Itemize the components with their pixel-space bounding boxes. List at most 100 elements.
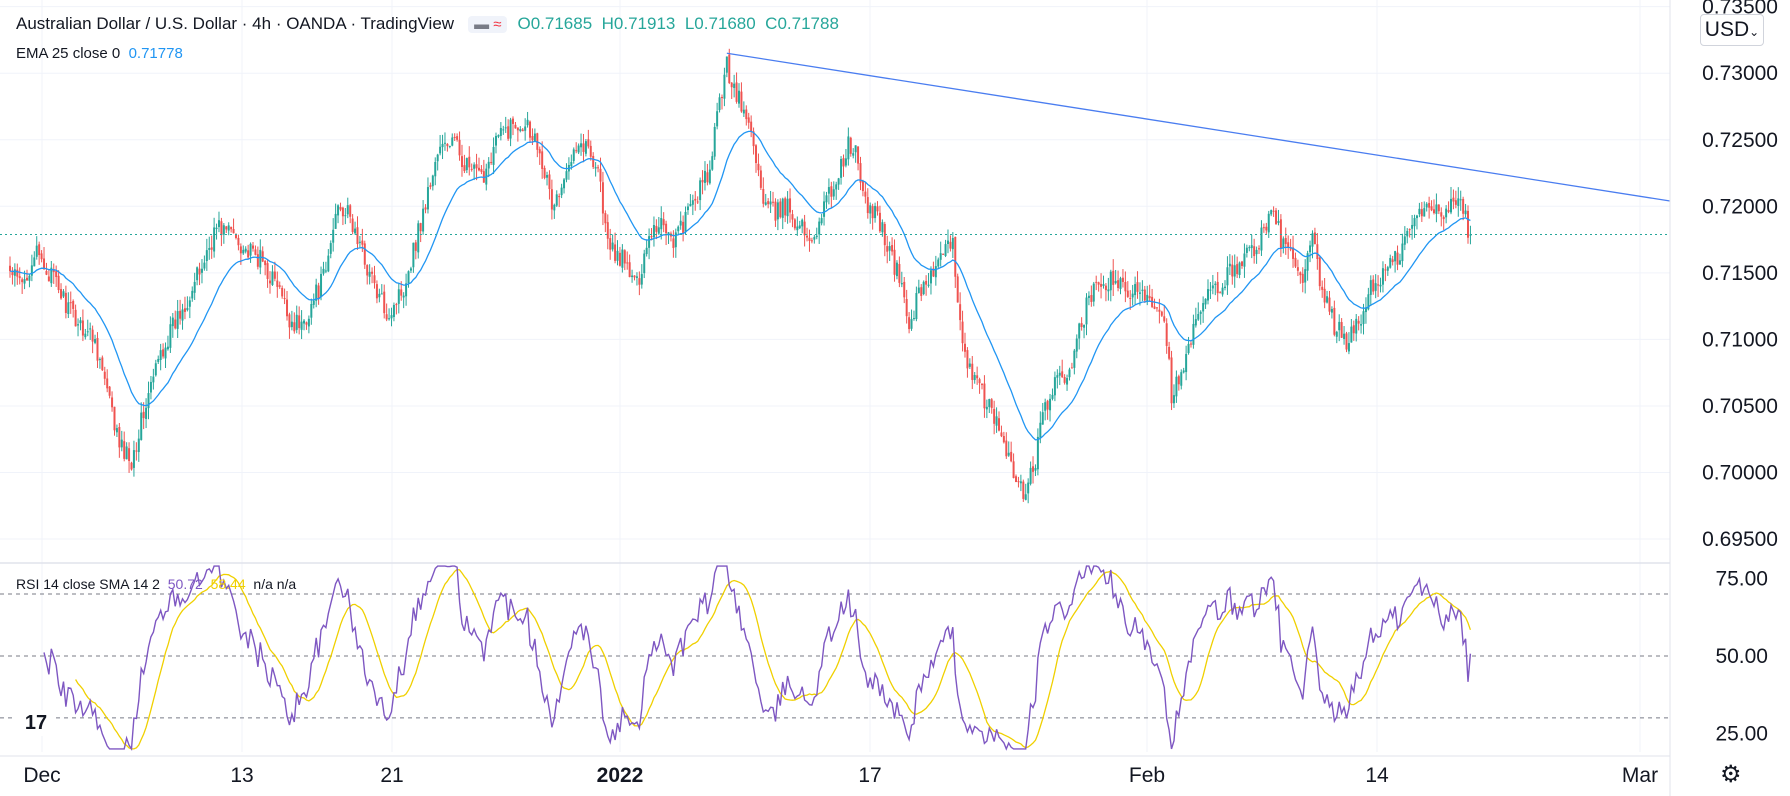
candle-body — [441, 143, 444, 148]
price-axis[interactable]: 0.73500 0.73000 0.72500 0.72000 0.71500 0.710… — [1702, 0, 1778, 551]
candle-body — [1430, 206, 1433, 211]
open-value: O0.71685 — [517, 14, 593, 33]
candle-body — [665, 223, 668, 234]
candle-body — [341, 207, 344, 217]
candle-body — [1163, 316, 1166, 322]
candle-body — [1377, 284, 1380, 286]
candle-body — [1046, 400, 1049, 410]
candle-body — [1206, 289, 1209, 301]
candle-body — [696, 201, 699, 203]
rsi-legend[interactable]: RSI 14 close SMA 14 2 50.72 58.44 n/a n/… — [16, 576, 296, 592]
candle-body — [1469, 234, 1472, 236]
candle-body — [264, 260, 267, 266]
candle-body — [1357, 320, 1360, 324]
candle-body — [713, 126, 716, 157]
rsi-tick-label: 25.00 — [1715, 722, 1768, 745]
candle-body — [1095, 281, 1098, 283]
candle-body — [1180, 372, 1183, 386]
candle-body — [582, 143, 585, 152]
candle-body — [599, 168, 602, 182]
candle-body — [521, 129, 524, 132]
candle-body — [1114, 280, 1117, 284]
candle-body — [436, 154, 439, 162]
trend-line[interactable] — [726, 52, 1671, 202]
candle-body — [468, 156, 471, 168]
candle-body — [1389, 258, 1392, 268]
wave-icon[interactable]: ≈ — [493, 16, 502, 34]
rsi-axis[interactable]: 75.00 50.00 25.00 — [1715, 567, 1768, 745]
candle-body — [946, 240, 949, 244]
legend-chip[interactable]: ▬ ≈ — [468, 16, 508, 34]
candle-body — [553, 204, 556, 211]
candle-body — [283, 298, 286, 300]
candle-body — [912, 318, 915, 320]
candle-body — [820, 218, 823, 224]
candle-body — [1136, 282, 1139, 292]
candle-body — [968, 363, 971, 367]
tradingview-logo[interactable]: 17 — [16, 710, 56, 736]
candle-body — [1301, 273, 1304, 283]
candle-body — [354, 228, 357, 234]
candle-body — [563, 179, 566, 189]
candle-body — [1029, 467, 1032, 484]
currency-button[interactable]: USD⌄ — [1700, 14, 1764, 46]
time-tick-label: Feb — [1129, 764, 1165, 787]
time-axis[interactable]: Dec 13 21 2022 17 Feb 14 Mar — [23, 764, 1658, 787]
candle-body — [159, 350, 162, 361]
candle-body — [1386, 267, 1389, 271]
candle-body — [888, 246, 891, 251]
candle-body — [803, 221, 806, 236]
candle-body — [616, 250, 619, 261]
candle-body — [463, 165, 466, 172]
candle-body — [1408, 229, 1411, 231]
candle-body — [1299, 272, 1302, 276]
candle-body — [1087, 295, 1090, 299]
candle-body — [781, 198, 784, 218]
candle-body — [1155, 307, 1158, 309]
candle-body — [847, 136, 850, 160]
candle-body — [244, 248, 247, 252]
candle-body — [720, 96, 723, 99]
candle-body — [1241, 261, 1244, 266]
candle-body — [1085, 297, 1088, 325]
candle-body — [1039, 422, 1042, 438]
candle-body — [716, 111, 719, 127]
candle-body — [1177, 376, 1180, 385]
candle-body — [956, 276, 959, 303]
candle-body — [1100, 283, 1103, 287]
candle-body — [72, 301, 75, 309]
candle-body — [686, 206, 689, 211]
candle-body — [735, 82, 738, 102]
candle-body — [278, 285, 281, 287]
candle-body — [529, 121, 532, 138]
ema-legend[interactable]: EMA 25 close 0 0.71778 — [16, 45, 183, 62]
symbol-legend[interactable]: Australian Dollar / U.S. Dollar · 4h · O… — [16, 14, 839, 34]
candle-body — [973, 374, 976, 381]
candle-body — [1289, 248, 1292, 250]
candle-body — [215, 227, 218, 230]
candle-body — [903, 281, 906, 298]
candle-body — [237, 237, 240, 246]
candle-body — [985, 406, 988, 410]
rsi-line — [43, 565, 1472, 751]
candle-body — [932, 268, 935, 277]
candle-body — [1352, 325, 1355, 334]
candle-body — [592, 155, 595, 168]
hide-icon[interactable]: ▬ — [474, 16, 490, 34]
candle-body — [750, 121, 753, 132]
candle-body — [1209, 289, 1212, 291]
candle-body — [667, 232, 670, 235]
candle-body — [981, 384, 983, 386]
time-tick-label: 17 — [858, 764, 881, 787]
candle-body — [465, 158, 468, 171]
candle-body — [752, 131, 755, 147]
candle-body — [509, 119, 512, 139]
candle-body — [900, 283, 903, 285]
candle-body — [273, 271, 276, 279]
candle-body — [1017, 481, 1020, 483]
candle-body — [91, 329, 94, 342]
settings-gear-icon[interactable]: ⚙ — [1720, 761, 1742, 788]
symbol-title[interactable]: Australian Dollar / U.S. Dollar · 4h · O… — [16, 14, 455, 33]
candle-body — [1309, 245, 1312, 253]
